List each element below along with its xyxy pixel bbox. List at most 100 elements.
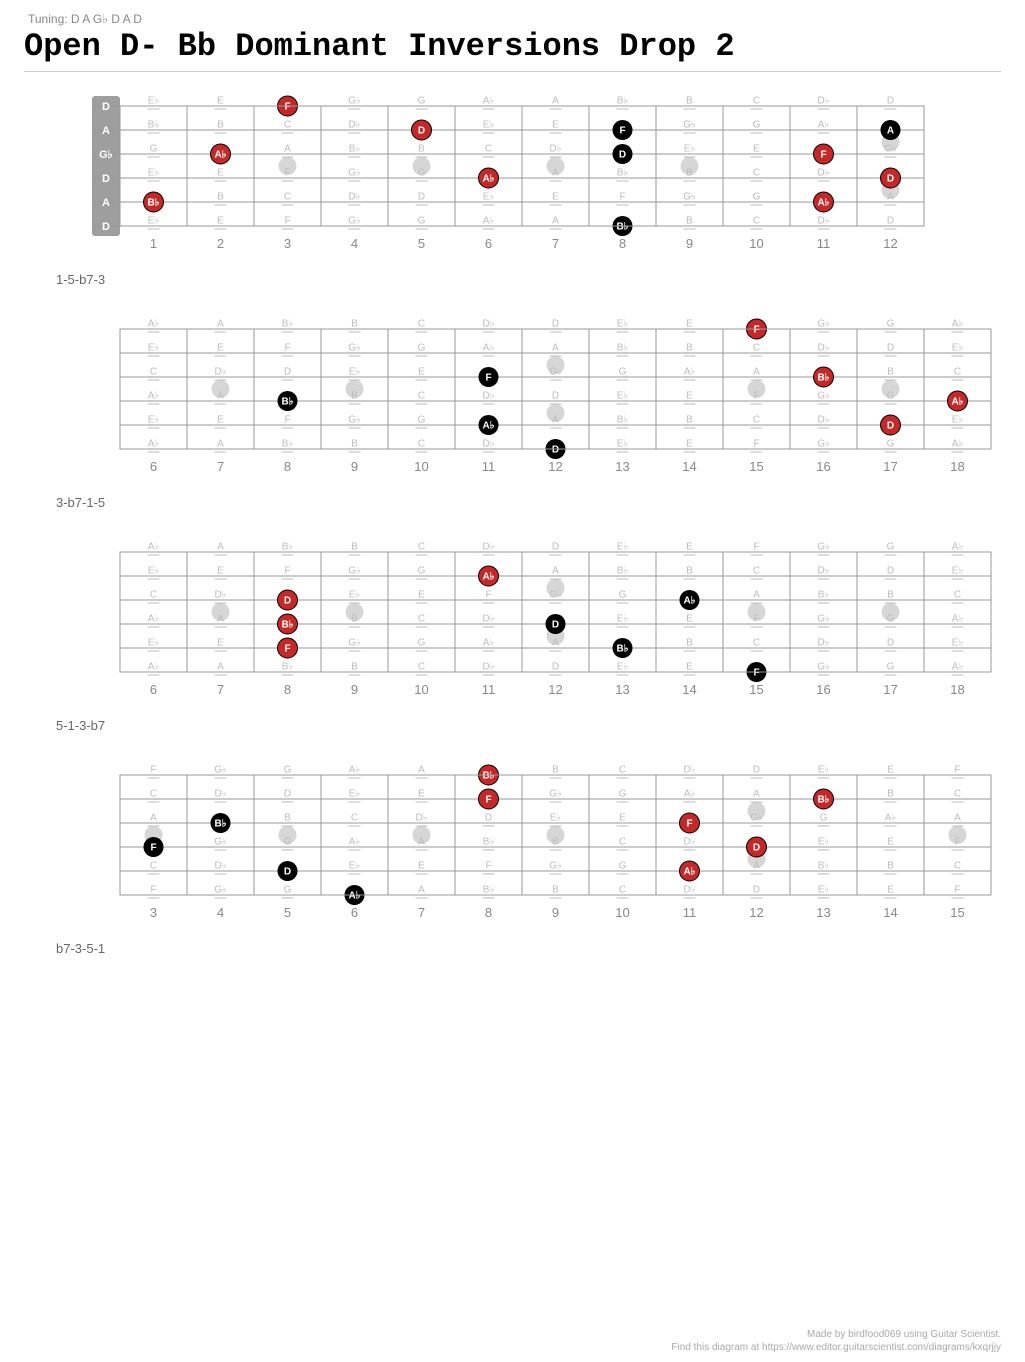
ghost-note: E — [217, 96, 224, 107]
ghost-note: A — [217, 391, 224, 402]
ghost-note: D♭ — [818, 96, 830, 107]
ghost-note: F — [753, 391, 759, 402]
nut — [92, 96, 120, 236]
fret-number: 14 — [682, 459, 696, 474]
note-dot: B♭ — [814, 789, 834, 809]
ghost-note: F — [753, 614, 759, 625]
ghost-note: C — [753, 638, 760, 649]
ghost-note: C — [954, 367, 961, 378]
svg-text:D: D — [552, 445, 559, 456]
note-dot: F — [613, 120, 633, 140]
ghost-note: D♭ — [215, 789, 227, 800]
fret-number: 18 — [950, 459, 964, 474]
ghost-note: G♭ — [214, 885, 227, 896]
ghost-note: A — [284, 144, 291, 155]
ghost-note: F — [753, 542, 759, 553]
ghost-note: G — [418, 566, 426, 577]
ghost-note: A — [753, 590, 760, 601]
ghost-note: A♭ — [952, 662, 963, 673]
svg-text:F: F — [820, 150, 826, 161]
ghost-note: A — [887, 192, 894, 203]
ghost-note: A♭ — [885, 813, 896, 824]
ghost-note: A — [552, 343, 559, 354]
ghost-note: E — [686, 662, 693, 673]
fret-number: 8 — [284, 459, 291, 474]
ghost-note: E — [686, 319, 693, 330]
ghost-note: E♭ — [952, 638, 963, 649]
ghost-note: D♭ — [215, 861, 227, 872]
note-dot: D — [881, 168, 901, 188]
svg-text:B♭: B♭ — [617, 644, 629, 655]
ghost-note: G — [619, 861, 627, 872]
ghost-note: D♭ — [818, 566, 830, 577]
ghost-note: F — [954, 765, 960, 776]
ghost-note: E♭ — [349, 590, 360, 601]
ghost-note: B♭ — [617, 415, 628, 426]
note-dot: A♭ — [479, 566, 499, 586]
ghost-note: B♭ — [282, 439, 293, 450]
fret-number: 1 — [150, 236, 157, 251]
note-dot: A♭ — [479, 168, 499, 188]
ghost-note: G♭ — [817, 662, 830, 673]
ghost-note: B — [351, 391, 358, 402]
ghost-note: A♭ — [684, 367, 695, 378]
ghost-note: E♭ — [617, 662, 628, 673]
ghost-note: C — [284, 192, 291, 203]
ghost-note: B — [351, 542, 358, 553]
ghost-note: E — [686, 542, 693, 553]
ghost-note: C — [284, 120, 291, 131]
svg-text:B♭: B♭ — [483, 771, 495, 782]
svg-text:F: F — [485, 795, 491, 806]
ghost-note: C — [485, 144, 492, 155]
ghost-note: E — [686, 439, 693, 450]
ghost-note: G♭ — [214, 837, 227, 848]
ghost-note: B♭ — [617, 96, 628, 107]
svg-text:B♭: B♭ — [215, 819, 227, 830]
ghost-note: F — [150, 765, 156, 776]
ghost-note: B♭ — [148, 120, 159, 131]
ghost-note: A — [217, 662, 224, 673]
fret-number: 16 — [816, 682, 830, 697]
svg-text:A♭: A♭ — [483, 572, 495, 583]
ghost-note: G♭ — [549, 590, 562, 601]
ghost-note: B — [686, 96, 693, 107]
ghost-note: A — [418, 837, 425, 848]
fret-number: 11 — [482, 459, 496, 474]
svg-text:A♭: A♭ — [349, 891, 361, 902]
ghost-note: G — [820, 813, 828, 824]
ghost-note: D♭ — [684, 885, 696, 896]
ghost-note: G — [753, 120, 761, 131]
open-string-label: A — [102, 197, 110, 209]
svg-text:D: D — [284, 596, 291, 607]
open-string-label: G♭ — [99, 149, 113, 161]
ghost-note: G♭ — [750, 813, 763, 824]
note-dot: D — [412, 120, 432, 140]
ghost-note: E♭ — [952, 343, 963, 354]
ghost-note: G — [887, 614, 895, 625]
ghost-note: E — [552, 120, 559, 131]
ghost-note: D♭ — [483, 614, 495, 625]
ghost-note: C — [418, 439, 425, 450]
ghost-note: A♭ — [349, 837, 360, 848]
ghost-note: G — [284, 837, 292, 848]
svg-text:A♭: A♭ — [215, 150, 227, 161]
note-dot: D — [278, 861, 298, 881]
diagram-caption: 1-5-b7-3 — [56, 272, 1001, 287]
ghost-note: F — [284, 566, 290, 577]
svg-text:B♭: B♭ — [282, 620, 294, 631]
svg-text:B♭: B♭ — [818, 795, 830, 806]
ghost-note: F — [619, 192, 625, 203]
svg-text:F: F — [753, 325, 759, 336]
ghost-note: C — [954, 590, 961, 601]
fret-number: 3 — [284, 236, 291, 251]
ghost-note: A — [954, 813, 961, 824]
open-string-label: D — [102, 101, 110, 113]
fret-number: 9 — [351, 459, 358, 474]
note-dot: A♭ — [680, 861, 700, 881]
ghost-note: E♭ — [148, 566, 159, 577]
svg-text:A♭: A♭ — [818, 198, 830, 209]
ghost-note: A♭ — [483, 96, 494, 107]
ghost-note: G♭ — [817, 542, 830, 553]
ghost-note: A♭ — [148, 439, 159, 450]
note-dot: B♭ — [278, 391, 298, 411]
